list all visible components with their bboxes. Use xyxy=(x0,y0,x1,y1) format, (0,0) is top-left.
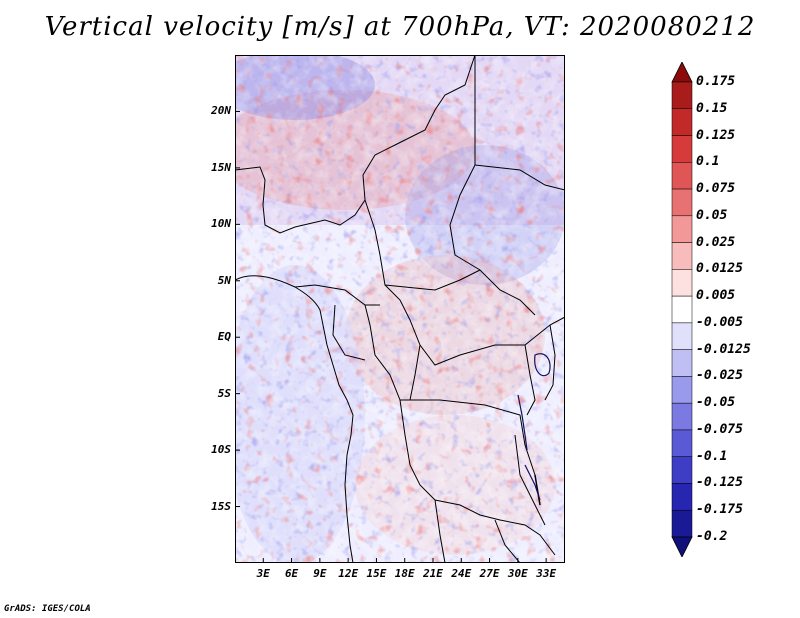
lon-label: 18E xyxy=(394,567,415,580)
axis-ticks xyxy=(235,110,547,563)
colorbar-swatch xyxy=(671,215,693,243)
colorbar-level-label: 0.025 xyxy=(696,234,736,250)
lon-label: 12E xyxy=(338,567,359,580)
lon-label: 21E xyxy=(423,567,443,580)
colorbar-swatch xyxy=(671,108,693,136)
map-frame xyxy=(235,55,565,563)
colorbar-level-label: 0.005 xyxy=(696,288,736,304)
lat-label: 5S xyxy=(217,386,231,400)
lakes xyxy=(517,353,551,501)
colorbar-level-label: 0.175 xyxy=(696,74,736,89)
colorbar-swatch xyxy=(671,509,693,538)
colorbar-swatch xyxy=(671,295,693,324)
colorbar-level-label: -0.175 xyxy=(696,502,743,518)
colorbar-swatch xyxy=(671,269,693,297)
colorbar-swatch xyxy=(671,242,693,270)
colorbar-swatches xyxy=(671,62,693,557)
colorbar-level-label: 0.05 xyxy=(696,207,728,223)
lon-label: 3E xyxy=(256,567,270,580)
colorbar-swatch xyxy=(671,322,693,350)
colorbar-swatch xyxy=(671,135,693,163)
colorbar-top-arrow xyxy=(671,62,693,83)
lat-label: 5N xyxy=(217,273,231,287)
lat-label: 20N xyxy=(211,104,231,118)
field-map xyxy=(235,55,565,563)
lon-label: 9E xyxy=(313,567,327,580)
colorbar: 0.175 0.15 0.125 0.1 0.075 0.05 0.025 0.0125 0.0… xyxy=(670,62,800,557)
colorbar-level-label: -0.005 xyxy=(696,314,743,330)
lat-label: EQ xyxy=(217,330,231,344)
lon-label: 15E xyxy=(366,567,387,580)
colorbar-swatch xyxy=(671,188,693,217)
chart-title: Vertical velocity [m/s] at 700hPa, VT: 2… xyxy=(44,12,756,42)
map-panel xyxy=(235,55,565,563)
colorbar-level-label: -0.025 xyxy=(696,368,743,384)
colorbar-bottom-arrow xyxy=(671,536,693,557)
colorbar-swatch xyxy=(671,429,693,457)
lon-label: 30E xyxy=(507,567,528,580)
colorbar-swatch xyxy=(671,376,693,404)
lat-label: 10S xyxy=(211,443,231,457)
colorbar-swatch xyxy=(671,162,693,190)
colorbar-swatch xyxy=(671,483,693,511)
colorbar-level-label: -0.1 xyxy=(696,448,728,464)
colorbar-level-label: 0.0125 xyxy=(696,261,743,277)
colorbar-swatch xyxy=(671,402,693,431)
lon-label: 33E xyxy=(536,567,557,580)
lon-label: 24E xyxy=(451,567,472,580)
lat-label: 15N xyxy=(211,160,231,174)
colorbar-level-label: 0.1 xyxy=(696,154,720,170)
colorbar-swatch xyxy=(671,81,693,110)
colorbar-level-label: -0.2 xyxy=(696,529,728,544)
grads-credit: GrADS: IGES/COLA xyxy=(4,604,91,614)
lon-label: 6E xyxy=(284,567,299,580)
colorbar-swatch xyxy=(671,349,693,377)
lat-label: 10N xyxy=(211,217,231,231)
shaded-field xyxy=(235,55,565,563)
colorbar-level-label: 0.125 xyxy=(696,127,736,143)
country-borders xyxy=(235,55,565,563)
colorbar-level-label: -0.125 xyxy=(696,475,743,491)
colorbar-level-label: -0.0125 xyxy=(696,341,751,357)
colorbar-level-label: 0.15 xyxy=(696,100,728,116)
lon-label: 27E xyxy=(479,567,500,580)
colorbar-level-label: -0.05 xyxy=(696,395,736,411)
colorbar-swatch xyxy=(671,456,693,484)
lat-label: 15S xyxy=(211,499,231,513)
colorbar-level-label: -0.075 xyxy=(696,421,743,437)
colorbar-level-label: 0.075 xyxy=(696,181,736,197)
